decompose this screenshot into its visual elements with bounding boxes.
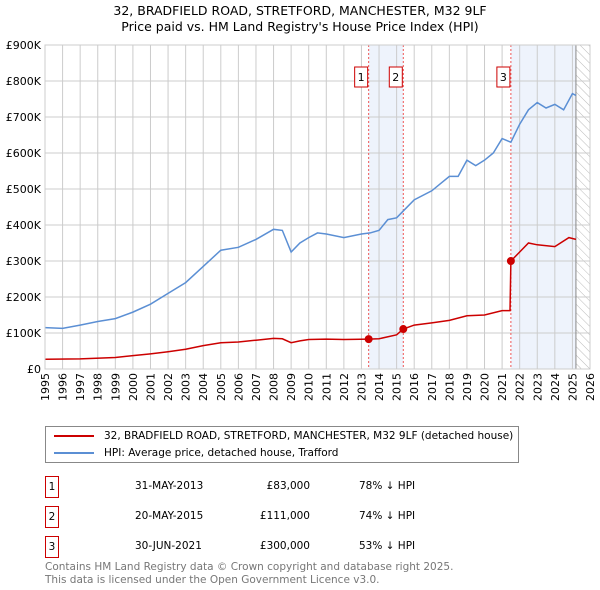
x-tick-label: 2016 — [408, 373, 421, 401]
x-tick-label: 2019 — [461, 373, 474, 401]
legend-swatch — [54, 452, 94, 454]
x-tick-label: 2002 — [162, 373, 175, 401]
x-tick-label: 2021 — [496, 373, 509, 401]
y-tick-label: £500K — [6, 183, 42, 196]
x-tick-label: 2010 — [303, 373, 316, 401]
x-tick-label: 2022 — [514, 373, 527, 401]
plot-border — [44, 44, 591, 370]
x-tick-label: 2011 — [320, 373, 333, 401]
legend-item-property: 32, BRADFIELD ROAD, STRETFORD, MANCHESTE… — [54, 428, 513, 444]
shaded-period — [510, 45, 576, 369]
x-tick-label: 2013 — [355, 373, 368, 401]
legend-item-hpi: HPI: Average price, detached house, Traf… — [54, 445, 338, 461]
sale-point — [506, 257, 515, 265]
series-line-hpi — [44, 92, 577, 330]
sale-label: 2 — [392, 71, 399, 84]
sale-label-box — [354, 66, 369, 88]
x-tick-label: 2008 — [268, 373, 281, 401]
sale-price: £83,000 — [266, 480, 310, 492]
y-tick-label: £800K — [6, 75, 42, 88]
sale-hpi: 53% ↓ HPI — [359, 540, 416, 552]
sale-label-box — [496, 66, 511, 88]
y-tick-label: £400K — [6, 219, 42, 232]
x-tick-label: 1999 — [109, 373, 122, 401]
sale-label: 1 — [358, 71, 365, 84]
x-tick-label: 2020 — [479, 373, 492, 401]
series-line-property — [44, 236, 577, 361]
sale-label: 3 — [500, 71, 507, 84]
sale-num: 3 — [45, 536, 59, 558]
x-tick-label: 2004 — [197, 373, 210, 401]
sale-price: £111,000 — [259, 510, 310, 522]
chart-title: 32, BRADFIELD ROAD, STRETFORD, MANCHESTE… — [113, 3, 487, 18]
x-tick-label: 2023 — [531, 373, 544, 401]
sale-price: £300,000 — [259, 540, 310, 552]
sale-point — [399, 325, 408, 334]
sale-hpi: 74% ↓ HPI — [359, 510, 416, 522]
x-tick-label: 2026 — [584, 373, 597, 401]
x-tick-label: 1998 — [92, 373, 105, 401]
x-tick-label: 2007 — [250, 373, 263, 401]
x-tick-label: 2000 — [127, 373, 140, 401]
y-tick-label: £200K — [6, 291, 42, 304]
legend-label: 32, BRADFIELD ROAD, STRETFORD, MANCHESTE… — [104, 430, 514, 442]
x-tick-label: 2006 — [232, 373, 245, 401]
chart-subtitle: Price paid vs. HM Land Registry's House … — [121, 19, 479, 34]
footer-line: Contains HM Land Registry data © Crown c… — [45, 561, 454, 573]
x-tick-label: 1996 — [57, 373, 70, 401]
x-tick-label: 2025 — [566, 373, 579, 401]
sale-row: 1 31-MAY-2013 £83,000 78% ↓ HPI — [45, 476, 445, 498]
x-tick-label: 2015 — [391, 373, 404, 401]
x-tick-label: 1997 — [74, 373, 87, 401]
sale-point — [364, 335, 373, 344]
footer-line: This data is licensed under the Open Gov… — [45, 574, 380, 586]
x-tick-label: 2012 — [338, 373, 351, 401]
x-tick-label: 2018 — [443, 373, 456, 401]
sale-num: 2 — [45, 506, 59, 528]
plot-area: 1995 1996 1997 1998 1999 2000 2001 2002 2003 2004… — [6, 39, 597, 401]
sale-date: 20-MAY-2015 — [135, 510, 204, 522]
legend: 32, BRADFIELD ROAD, STRETFORD, MANCHESTE… — [45, 426, 519, 463]
sale-date: 31-MAY-2013 — [135, 480, 204, 492]
x-tick-label: 2024 — [549, 373, 562, 401]
footer-note: Contains HM Land Registry data © Crown c… — [45, 561, 453, 587]
x-tick-label: 2017 — [426, 373, 439, 401]
sale-row: 3 30-JUN-2021 £300,000 53% ↓ HPI — [45, 536, 445, 558]
x-tick-label: 2003 — [180, 373, 193, 401]
sale-num: 1 — [45, 476, 59, 498]
y-tick-label: £0 — [27, 363, 41, 376]
forecast-hatch — [575, 45, 590, 369]
sale-label-box — [388, 66, 403, 88]
sale-date: 30-JUN-2021 — [135, 540, 202, 552]
y-tick-label: £900K — [6, 39, 42, 52]
y-tick-label: £600K — [6, 147, 42, 160]
x-tick-label: 2005 — [215, 373, 228, 401]
legend-swatch — [54, 435, 94, 437]
shaded-period — [368, 45, 404, 369]
x-tick-label: 2001 — [144, 373, 157, 401]
legend-label: HPI: Average price, detached house, Traf… — [104, 447, 339, 459]
sale-hpi: 78% ↓ HPI — [359, 480, 416, 492]
y-tick-label: £700K — [6, 111, 42, 124]
y-tick-label: £100K — [6, 327, 42, 340]
x-tick-label: 1995 — [39, 373, 52, 401]
x-tick-label: 2009 — [285, 373, 298, 401]
sale-row: 2 20-MAY-2015 £111,000 74% ↓ HPI — [45, 506, 445, 528]
x-tick-label: 2014 — [373, 373, 386, 401]
y-tick-label: £300K — [6, 255, 42, 268]
